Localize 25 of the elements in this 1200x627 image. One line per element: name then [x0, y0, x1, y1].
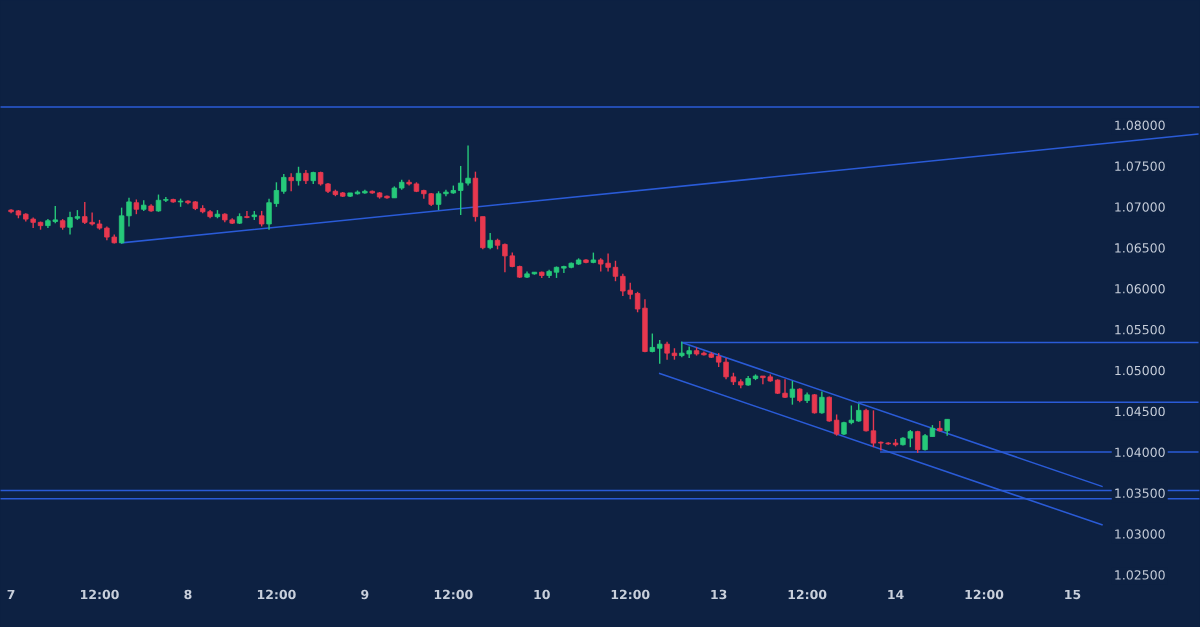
y-tick-label: 1.04000 [1115, 447, 1165, 457]
x-tick-label: 12:00 [257, 589, 296, 600]
x-tick-label: 7 [7, 589, 15, 599]
y-tick-label: 1.07000 [1115, 202, 1165, 212]
x-tick-label: 15 [1065, 589, 1081, 600]
x-tick-label: 8 [184, 589, 192, 600]
x-tick-label: 12:00 [788, 589, 827, 600]
y-tick-label: 1.08000 [1115, 120, 1165, 130]
x-tick-label: 14 [888, 589, 904, 599]
y-tick-label: 1.03500 [1115, 488, 1165, 498]
y-tick-label: 1.02500 [1115, 570, 1165, 580]
x-tick-label: 10 [534, 589, 550, 600]
x-tick-label: 13 [711, 589, 727, 600]
y-tick-label: 1.07500 [1115, 161, 1165, 171]
y-tick-label: 1.04500 [1115, 406, 1165, 417]
x-tick-label: 12:00 [81, 589, 119, 600]
x-tick-label: 12:00 [611, 589, 650, 600]
y-tick-label: 1.06500 [1115, 243, 1165, 253]
x-tick-label: 12:00 [434, 589, 473, 600]
y-tick-label: 1.05000 [1115, 365, 1165, 376]
y-tick-label: 1.06000 [1115, 284, 1165, 294]
y-tick-label: 1.05500 [1115, 324, 1165, 335]
x-tick-label: 9 [361, 589, 369, 600]
y-tick-label: 1.03000 [1115, 529, 1165, 539]
x-tick-label: 12:00 [965, 589, 1004, 600]
